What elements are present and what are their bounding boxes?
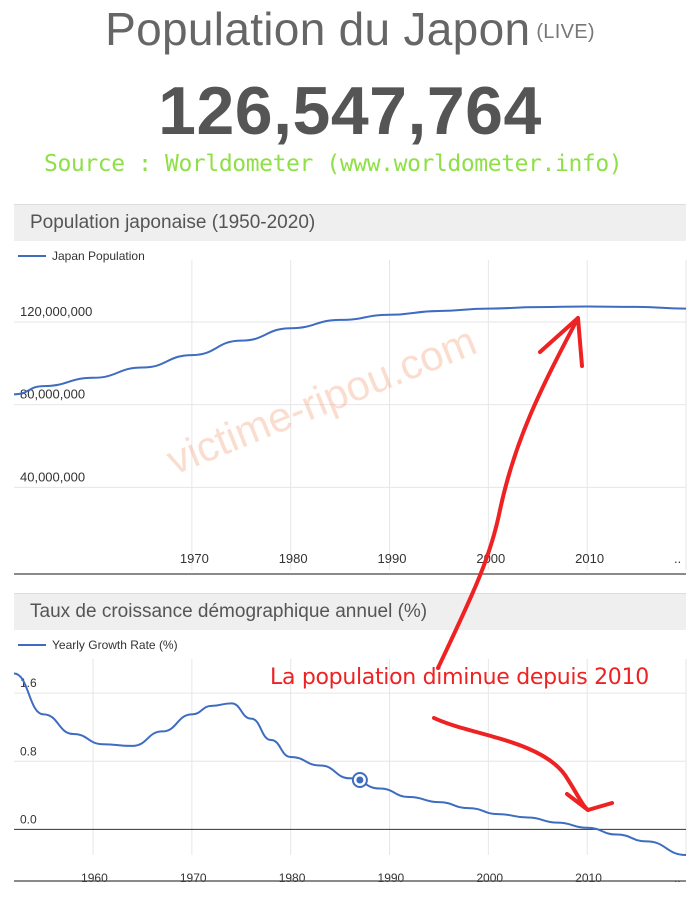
growth-ytick-label: 1.6	[20, 676, 37, 690]
pop-xtick-label: ..	[674, 551, 681, 566]
live-label: (LIVE)	[536, 21, 595, 44]
growth-xtick-label: 1990	[378, 871, 405, 885]
growth-highlight-point	[356, 776, 364, 784]
pop-xtick-label: 1990	[378, 551, 407, 566]
pop-xtick-label: 2010	[575, 551, 604, 566]
growth-legend-label: Yearly Growth Rate (%)	[52, 638, 178, 652]
pop-xtick-label: 1970	[180, 551, 209, 566]
population-chart-panel: Population japonaise (1950-2020) 1970 198…	[13, 204, 687, 576]
pop-xtick-label: 1980	[279, 551, 308, 566]
growth-xtick-label: 1970	[180, 871, 207, 885]
pop-ytick-label: 120,000,000	[20, 304, 92, 319]
pop-ytick-label: 80,000,000	[20, 387, 85, 402]
population-counter: 126,547,764	[158, 73, 542, 149]
pop-xtick-label: 2000	[476, 551, 505, 566]
pop-ytick-label: 40,000,000	[20, 469, 85, 484]
growth-chart-panel: Taux de croissance démographique annuel …	[13, 593, 687, 889]
growth-xtick-label: 1980	[279, 871, 306, 885]
growth-xtick-label: ..	[674, 871, 681, 885]
growth-xtick-label: 1960	[81, 871, 108, 885]
growth-ytick-label: 0.8	[20, 744, 37, 758]
population-chart-title: Population japonaise (1950-2020)	[14, 204, 686, 241]
growth-ytick-label: 0.0	[20, 812, 37, 826]
growth-xtick-label: 2010	[575, 871, 602, 885]
page-title: Population du Japon (LIVE)	[0, 2, 700, 56]
growth-chart: 1960 1970 1980 1990 2000 2010 .. 0.0 0.8 1.6 Yearl…	[13, 638, 687, 885]
pop-legend-label: Japan Population	[52, 249, 145, 263]
growth-chart-title: Taux de croissance démographique annuel …	[14, 593, 686, 630]
title-text: Population du Japon	[105, 3, 531, 55]
growth-series-line	[13, 672, 687, 856]
source-caption: Source : Worldometer (www.worldometer.in…	[44, 151, 623, 177]
annotation-text: La population diminue depuis 2010	[270, 665, 649, 690]
growth-xtick-label: 2000	[476, 871, 503, 885]
pop-series-line	[13, 305, 687, 396]
